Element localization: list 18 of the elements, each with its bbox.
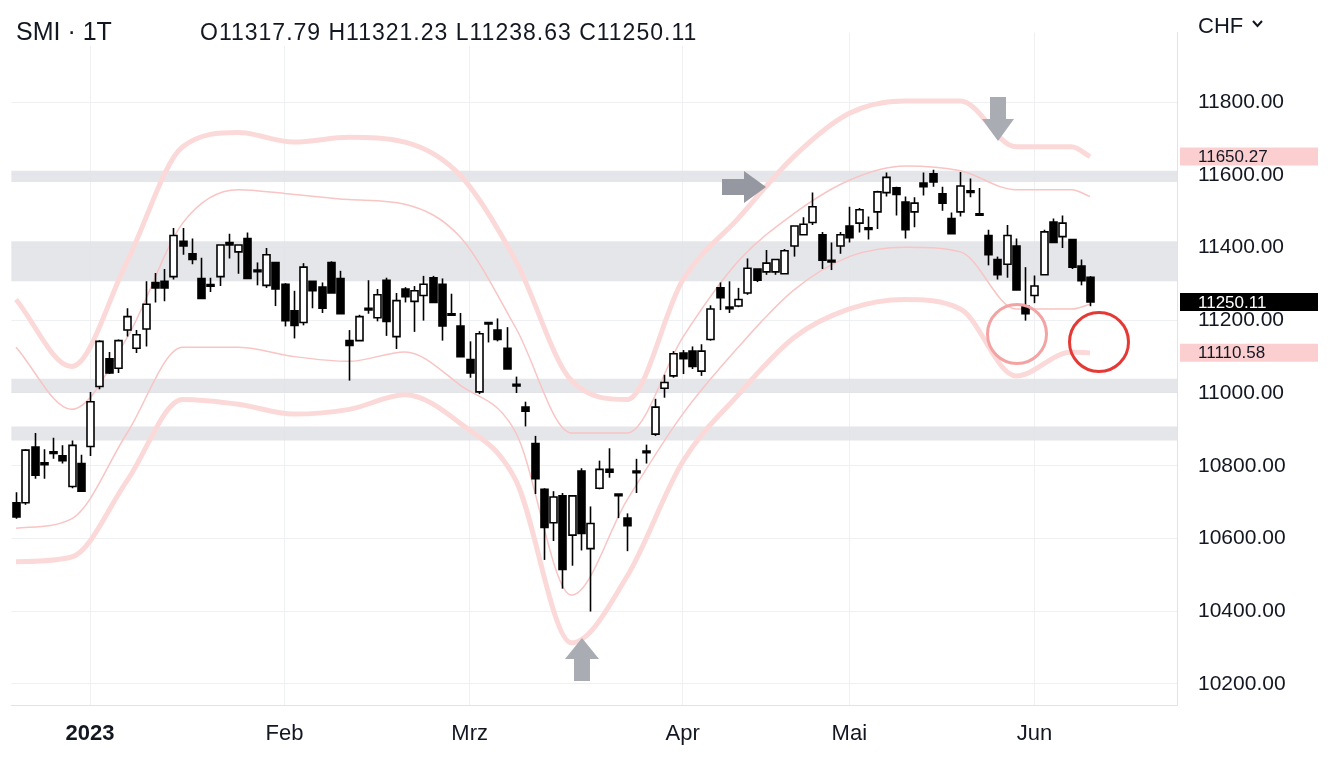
chart-subtitle: O11317.79 H11321.23 L11238.63 C11250.11 [200,19,698,46]
chart-title: SMI · 1T [16,17,112,46]
y-tick-label: 10600.00 [1198,525,1286,549]
x-tick-label: Mrz [451,720,489,746]
x-tick-label: Jun [1016,720,1053,746]
line-series [15,165,1091,434]
x-tick-label: Feb [265,720,304,746]
y-tick-label: 11000.00 [1198,379,1285,403]
y-tick-label: 10400.00 [1198,597,1286,621]
y-tick-label: 10200.00 [1198,670,1286,694]
y-tick-label: 11400.00 [1198,234,1285,258]
x-tick-label: Apr [665,720,700,746]
x-tick-label: Mai [831,720,868,746]
y-tick-label: 11800.00 [1198,88,1285,112]
y-axis-title: CHF [1198,13,1244,39]
text: 11110.58 [1198,343,1266,363]
y-tick-label: 10800.00 [1198,452,1286,476]
x-tick-label: 2023 [65,720,115,746]
